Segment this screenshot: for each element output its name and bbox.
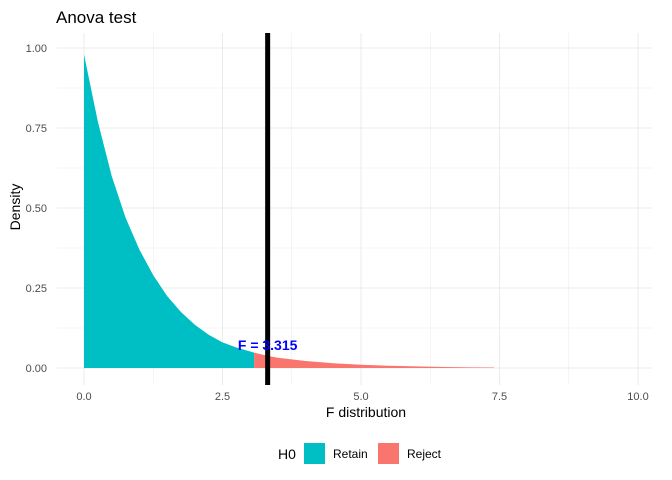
- area-retain: [84, 54, 255, 369]
- x-axis-ticks: 0.0 2.5 5.0 7.5 10.0: [76, 391, 648, 403]
- legend: H0 Retain Reject: [278, 443, 442, 464]
- y-tick-label: 1.00: [26, 43, 47, 55]
- x-tick-label: 0.0: [76, 391, 91, 403]
- density-areas: [84, 54, 494, 369]
- x-tick-label: 10.0: [627, 391, 648, 403]
- y-tick-label: 0.75: [26, 123, 47, 135]
- legend-title: H0: [278, 446, 296, 462]
- legend-label-retain: Retain: [333, 447, 368, 461]
- f-value-annotation: F = 3.315: [238, 337, 298, 353]
- legend-key-retain: [304, 443, 325, 464]
- chart-title: Anova test: [56, 8, 137, 27]
- legend-label-reject: Reject: [407, 447, 442, 461]
- x-tick-label: 5.0: [353, 391, 368, 403]
- x-tick-label: 7.5: [492, 391, 507, 403]
- y-tick-label: 0.50: [26, 203, 47, 215]
- y-axis-title: Density: [7, 184, 23, 231]
- area-reject: [254, 352, 494, 368]
- y-tick-label: 0.00: [26, 363, 47, 375]
- y-axis-ticks: 0.00 0.25 0.50 0.75 1.00: [26, 43, 47, 375]
- legend-key-reject: [378, 443, 399, 464]
- y-tick-label: 0.25: [26, 283, 47, 295]
- x-axis-title: F distribution: [326, 404, 406, 420]
- x-tick-label: 2.5: [215, 391, 230, 403]
